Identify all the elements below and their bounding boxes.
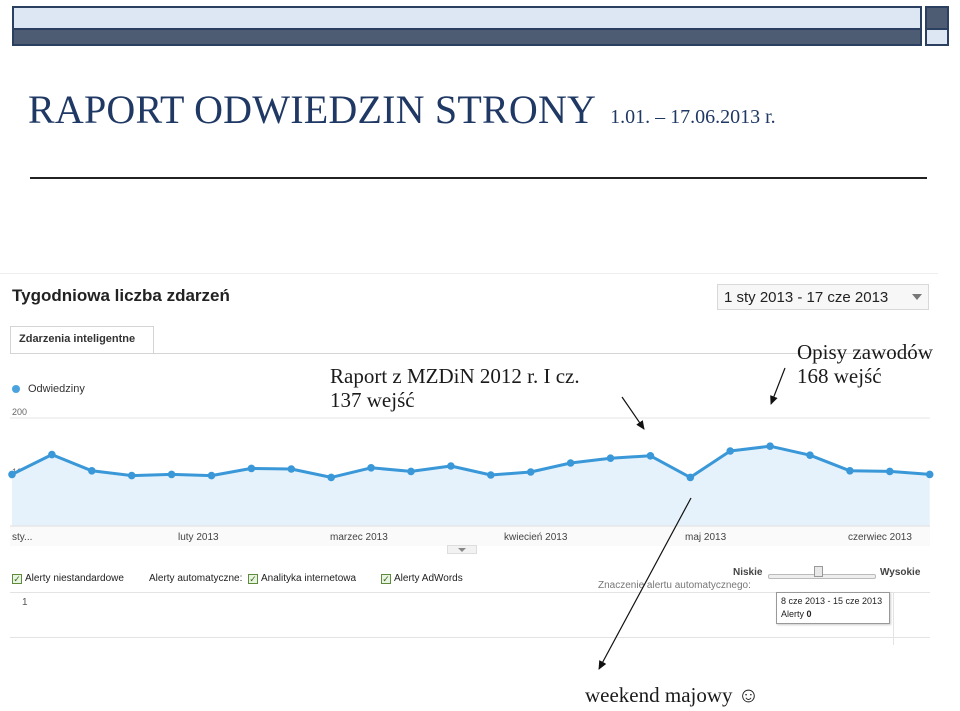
x-tick-label: luty 2013 xyxy=(178,532,219,543)
x-tick-label: marzec 2013 xyxy=(330,532,388,543)
x-tick-label: czerwiec 2013 xyxy=(848,532,912,543)
chart-tooltip: 8 cze 2013 - 15 cze 2013 Alerty 0 xyxy=(776,592,890,624)
series-area xyxy=(12,446,930,526)
data-point xyxy=(207,471,216,480)
header-bar-lower xyxy=(12,30,922,46)
data-point xyxy=(846,467,854,475)
x-tick-label: kwiecień 2013 xyxy=(504,532,568,543)
y-tick-label: 200 xyxy=(12,407,27,417)
data-point xyxy=(8,470,16,479)
data-point xyxy=(886,467,894,476)
data-point xyxy=(447,462,455,470)
chevron-down-icon xyxy=(458,548,466,552)
data-point xyxy=(367,464,375,472)
slide-title-dates: 1.01. – 17.06.2013 r. xyxy=(610,106,776,128)
annotation-opisy-line1: Opisy zawodów xyxy=(797,340,933,364)
sensitivity-low-label: Niskie xyxy=(733,567,763,578)
x-tick-label: maj 2013 xyxy=(685,532,727,543)
header-corner-block-lower xyxy=(925,30,949,46)
tooltip-range: 8 cze 2013 - 15 cze 2013 xyxy=(781,596,883,606)
data-point xyxy=(806,451,814,459)
date-range-text: 1 sty 2013 - 17 cze 2013 xyxy=(724,289,889,306)
checkbox-custom-alerts-label: Alerty niestandardowe xyxy=(25,573,124,584)
data-point xyxy=(127,471,136,480)
annotation-mzdin: Raport z MZDiN 2012 r. I cz. 137 wejść xyxy=(330,364,580,412)
data-point xyxy=(646,452,655,460)
annotation-mzdin-line2: 137 wejść xyxy=(330,388,415,412)
data-point xyxy=(88,467,96,475)
checkbox-custom-alerts[interactable]: ✓ xyxy=(12,574,22,584)
header-corner-block xyxy=(925,6,949,30)
checkbox-web-analytics-label: Analityka internetowa xyxy=(261,573,357,584)
auto-alerts-label: Alerty automatyczne: xyxy=(149,573,243,584)
legend-marker xyxy=(12,385,20,393)
data-point xyxy=(247,464,256,473)
events-row-count: 1 xyxy=(22,597,28,608)
tooltip-alerts: Alerty 0 xyxy=(781,608,885,621)
legend-label[interactable]: Odwiedziny xyxy=(28,383,85,395)
chart-scroll-handle[interactable] xyxy=(447,545,477,554)
data-point xyxy=(327,473,336,482)
data-point xyxy=(167,470,176,479)
series-line xyxy=(11,444,930,479)
slide-title: RAPORT ODWIEDZIN STRONY 1.01. – 17.06.20… xyxy=(28,86,776,133)
annotation-mzdin-line1: Raport z MZDiN 2012 r. I cz. xyxy=(330,364,580,388)
slide-title-main: RAPORT ODWIEDZIN STRONY xyxy=(28,87,597,132)
data-point xyxy=(287,465,296,473)
data-point xyxy=(925,470,934,479)
data-point xyxy=(48,450,56,459)
data-point xyxy=(526,468,535,476)
events-row-divider-bottom xyxy=(10,637,930,638)
sensitivity-high-label: Wysokie xyxy=(880,567,921,578)
events-row-divider xyxy=(10,592,930,593)
data-point xyxy=(686,473,695,482)
events-side-column xyxy=(893,592,930,645)
checkbox-adwords-alerts[interactable]: ✓ xyxy=(381,574,391,584)
x-tick-label: sty... xyxy=(12,532,32,543)
data-point xyxy=(766,442,774,450)
data-point xyxy=(566,459,575,467)
tooltip-alerts-value: 0 xyxy=(806,609,812,619)
checkbox-web-analytics[interactable]: ✓ xyxy=(248,574,258,584)
annotation-opisy-line2: 168 wejść xyxy=(797,364,882,388)
title-divider xyxy=(30,177,927,179)
analytics-heading: Tygodniowa liczba zdarzeń xyxy=(12,286,230,305)
annotation-weekend: weekend majowy ☺ xyxy=(585,683,760,707)
tooltip-alerts-label: Alerty xyxy=(781,609,805,619)
x-axis-band xyxy=(10,526,930,546)
sensitivity-caption: Znaczenie alertu automatycznego: xyxy=(598,580,751,591)
tab-smart-events[interactable]: Zdarzenia inteligentne xyxy=(10,326,154,354)
chevron-down-icon xyxy=(912,294,922,300)
data-point xyxy=(726,447,734,455)
data-point xyxy=(606,454,615,462)
data-point xyxy=(487,471,495,479)
date-range-selector[interactable]: 1 sty 2013 - 17 cze 2013 xyxy=(717,284,929,310)
tab-divider xyxy=(10,353,930,354)
annotation-opisy: Opisy zawodów 168 wejść xyxy=(797,340,933,388)
sensitivity-slider-handle[interactable] xyxy=(814,566,823,577)
data-point xyxy=(407,467,415,476)
header-bar xyxy=(12,6,922,30)
checkbox-adwords-alerts-label: Alerty AdWords xyxy=(394,573,463,584)
